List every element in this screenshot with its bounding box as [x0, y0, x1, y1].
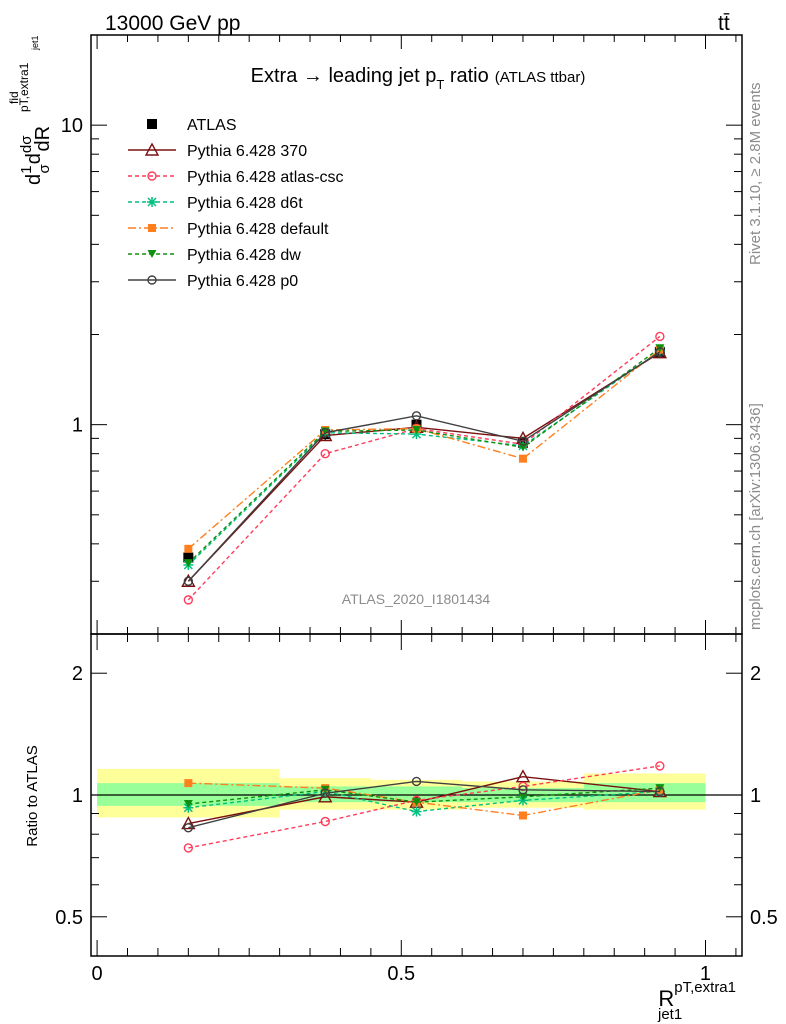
legend-marker [147, 275, 157, 285]
data-point [320, 448, 330, 459]
legend-label: Pythia 6.428 atlas-csc [187, 169, 344, 186]
chart-title-small: (ATLAS ttbar) [495, 69, 586, 86]
y-tick-label: 1 [72, 415, 83, 437]
ratio-y-tick-label-right: 2 [750, 663, 761, 685]
x-tick-label: 0.5 [387, 963, 415, 985]
ratio-point [411, 806, 422, 817]
data-point [411, 411, 422, 421]
ratio-point [320, 788, 330, 798]
chart-title-sub: T [436, 77, 444, 92]
x-tick-label: 0 [92, 963, 103, 985]
ratio-point [518, 811, 527, 820]
chart-title: Extra → leading jet pT ratio (ATLAS ttbar… [251, 65, 586, 92]
ratio-point [183, 843, 194, 853]
ratio-plot-frame [90, 633, 743, 957]
main-plot: 1 10 ATLAS Pythia 6.428 370 Pythia 6.428 atl… [61, 35, 742, 635]
data-point [183, 559, 193, 568]
legend-marker [147, 119, 157, 129]
data-point [412, 425, 421, 434]
rivet-label: Rivet 3.1.10, ≥ 2.8M events [747, 83, 764, 266]
y-label-sub: pT,extra1 [17, 62, 31, 112]
ratio-series-line [188, 787, 660, 805]
x-axis-label: RpT,extra1 jet1 [657, 979, 736, 1023]
legend-label: Pythia 6.428 370 [187, 143, 307, 160]
series-line [187, 350, 661, 566]
chart-title-tail: ratio [444, 65, 488, 87]
x-label-main: R [658, 986, 674, 1011]
legend-marker [147, 171, 157, 181]
ratio-y-tick-label: 2 [72, 663, 83, 685]
series-line [187, 351, 661, 582]
process-label: tt̄ [718, 12, 730, 35]
analysis-id: ATLAS_2020_I1801434 [342, 591, 491, 607]
data-point [655, 347, 665, 357]
ratio-y-tick-label-right: 1 [750, 785, 761, 807]
ratio-point [518, 785, 528, 795]
ratio-point [411, 776, 422, 787]
series-line [187, 349, 661, 550]
ratio-point [515, 769, 531, 783]
ratio-y-tick-label: 1 [72, 785, 83, 807]
data-point [181, 573, 196, 587]
data-point [518, 454, 527, 463]
legend-label: Pythia 6.428 default [187, 221, 329, 238]
x-label-sub: jet1 [657, 1006, 682, 1023]
ratio-point [320, 816, 330, 827]
main-y-axis-label: d1σddσdR fid pT,extra1 jet1 [7, 35, 54, 185]
energy-label: 13000 GeV pp [105, 12, 240, 35]
data-point [183, 576, 194, 586]
ratio-y-tick-label-right: 0.5 [750, 907, 778, 929]
series-line [187, 335, 661, 601]
uncertainty-band-inner [370, 786, 463, 803]
data-point [655, 331, 665, 342]
ratio-point [655, 761, 665, 771]
ratio-point [412, 798, 421, 807]
legend-label: Pythia 6.428 d6t [187, 195, 303, 212]
ratio-point [518, 792, 528, 801]
x-label-sup: pT,extra1 [674, 979, 736, 996]
y-label-subsub: jet1 [30, 35, 40, 51]
legend-marker [148, 224, 156, 232]
legend-marker [147, 250, 157, 258]
ratio-point [184, 779, 193, 788]
ratio-series-line [188, 780, 660, 829]
ratio-y-tick-label: 0.5 [55, 907, 83, 929]
mcplots-label: mcplots.cern.ch [arXiv:1306.3436] [747, 403, 764, 630]
y-label-super: fid [7, 91, 21, 104]
data-point [184, 544, 193, 553]
legend-label: Pythia 6.428 dw [187, 247, 301, 264]
series-line [187, 347, 661, 564]
ratio-plot: 0.5 0.5 1 1 2 2 0 0.5 1 [55, 634, 778, 985]
legend-label: ATLAS [187, 117, 237, 134]
ratio-y-label: Ratio to ATLAS [24, 745, 41, 846]
legend-label: Pythia 6.428 p0 [187, 273, 298, 290]
x-tick-label: 1 [700, 963, 711, 985]
ratio-point [181, 816, 196, 830]
y-label-main: d1σddσdR [18, 126, 54, 185]
ratio-point [655, 786, 665, 797]
series-line [187, 352, 661, 582]
data-point [183, 595, 194, 605]
data-point [320, 428, 330, 438]
ratio-point [183, 823, 194, 833]
chart-title-main: Extra → leading jet p [251, 65, 437, 87]
legend-marker [147, 197, 157, 207]
ratio-point [183, 800, 193, 809]
data-point [518, 436, 528, 446]
data-point [183, 552, 194, 563]
legend-marker [144, 142, 160, 156]
y-tick-label: 10 [61, 115, 83, 137]
